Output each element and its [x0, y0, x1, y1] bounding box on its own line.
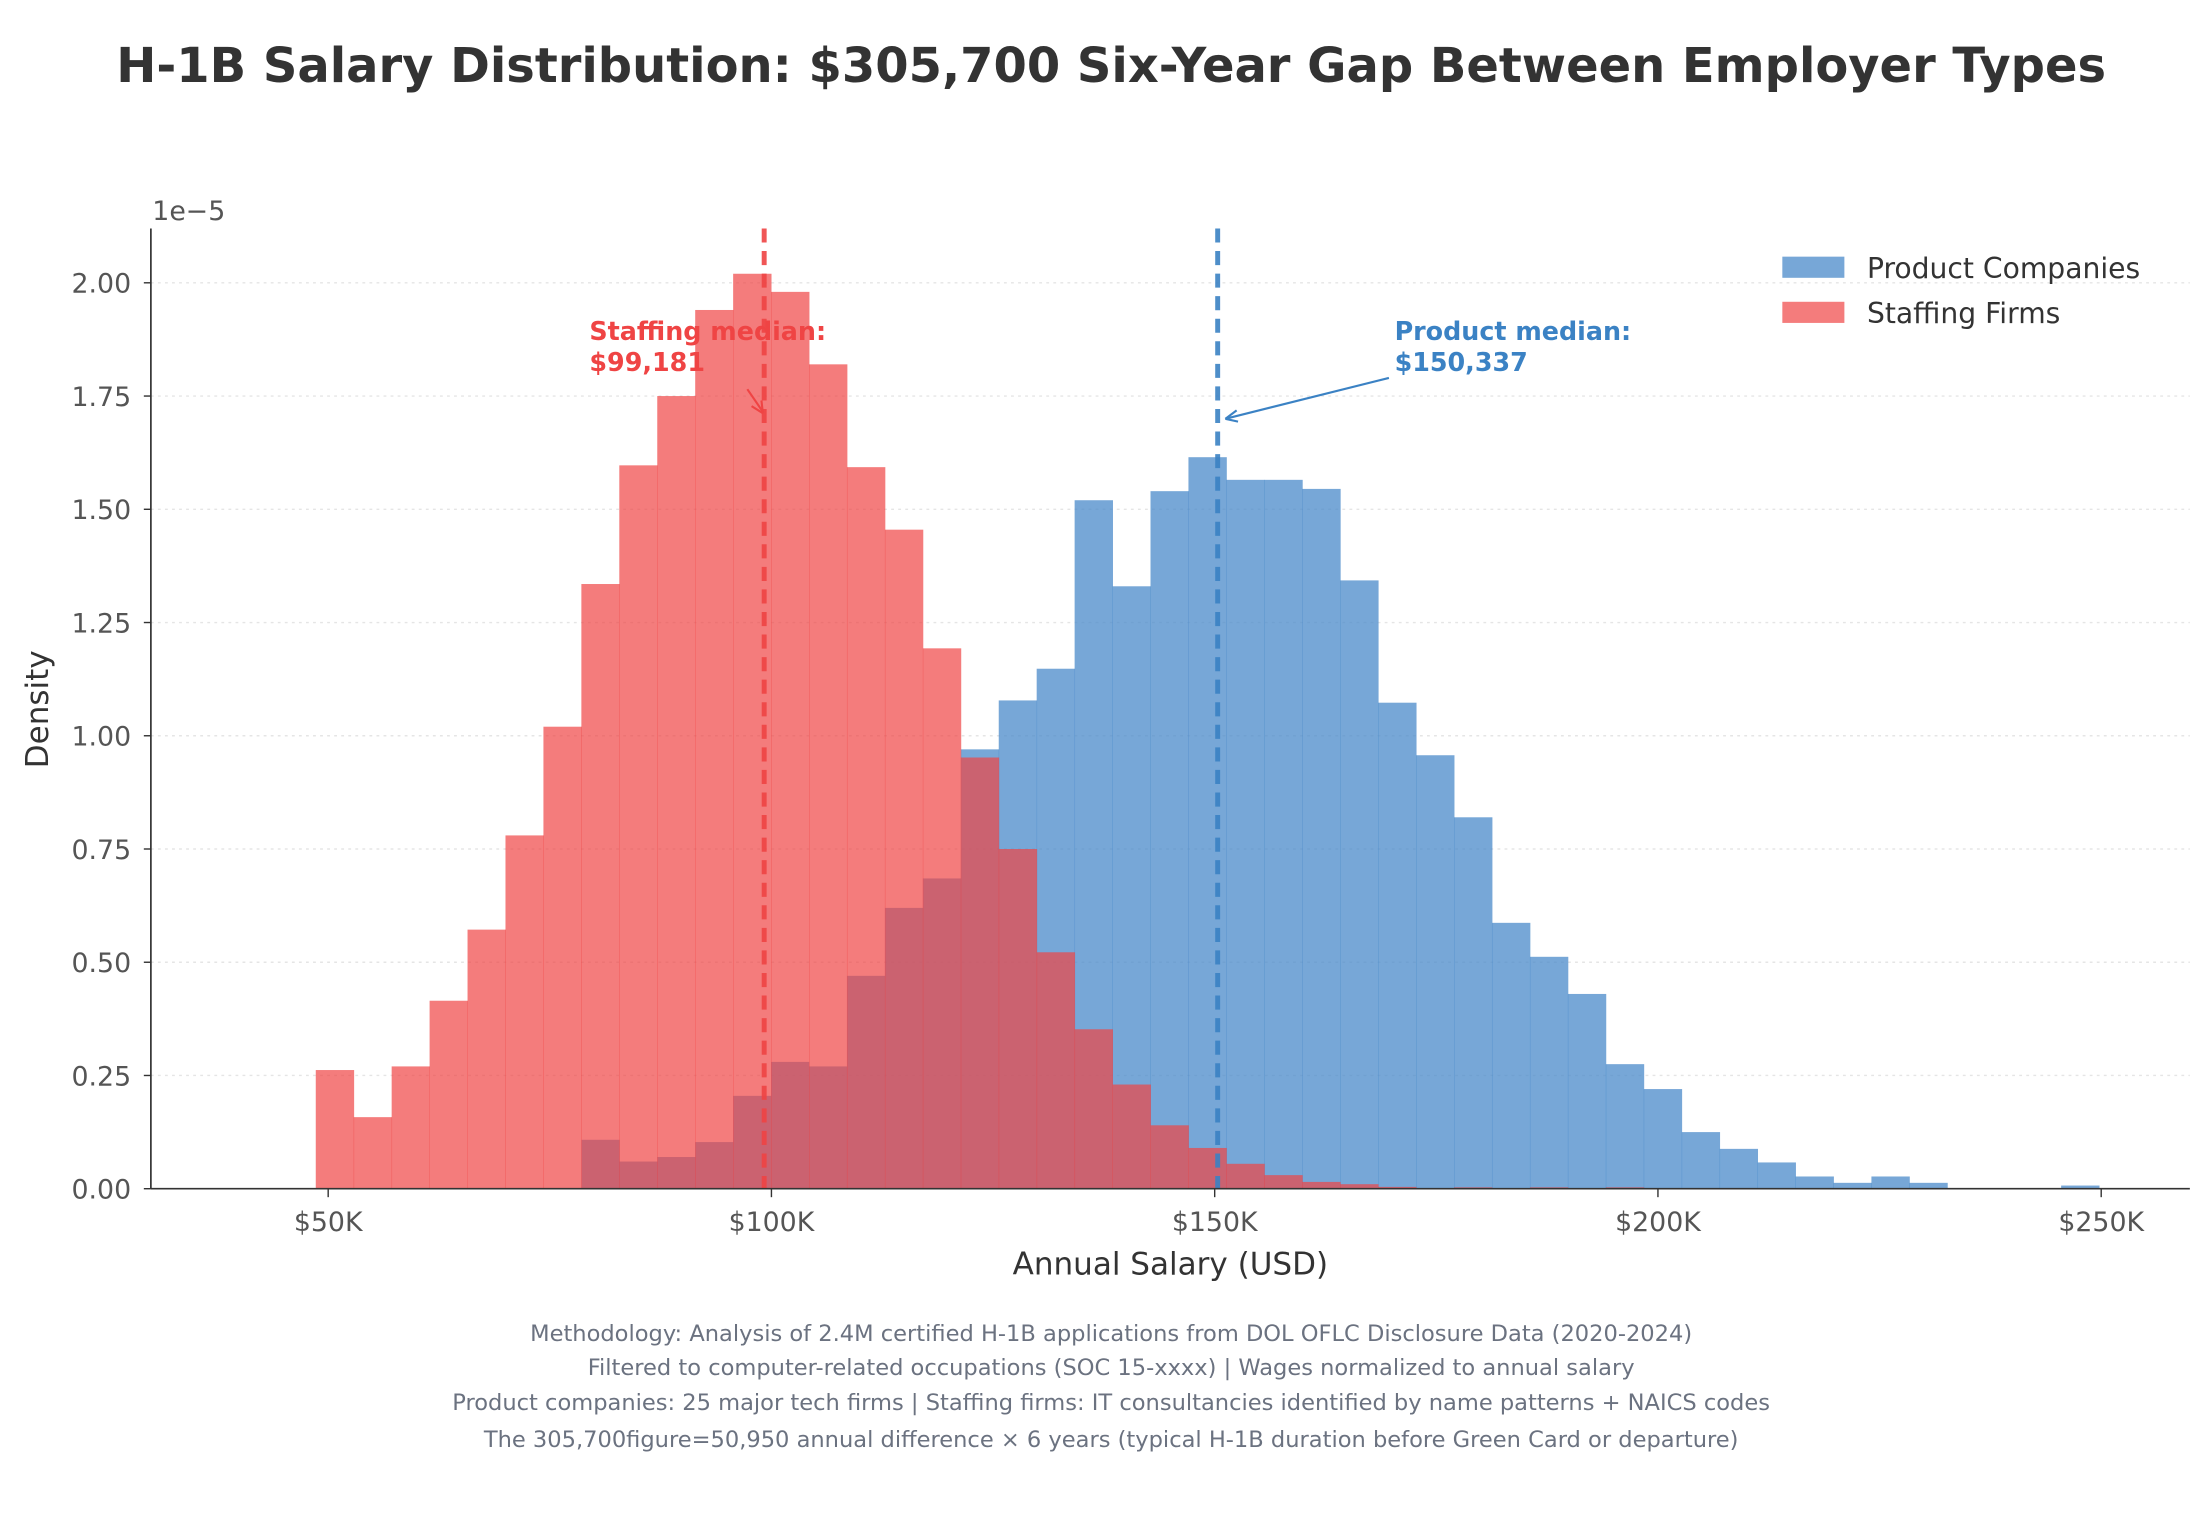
x-tick-label: $50K [294, 1207, 364, 1238]
median-lines [761, 228, 1221, 1189]
staffing-bar [391, 1066, 431, 1189]
staffing-bars [315, 273, 1645, 1189]
product-bar [1302, 488, 1341, 1189]
staffing-bar [1150, 1125, 1189, 1189]
y-tick-label: 2.00 [71, 269, 131, 300]
footnote-3: Product companies: 25 major tech firms |… [452, 1390, 1770, 1416]
x-tick-label: $200K [1615, 1207, 1702, 1238]
y-tick-label: 1.75 [71, 382, 131, 413]
y-tick-label: 1.25 [71, 608, 131, 639]
footnote-1: Methodology: Analysis of 2.4M certified … [530, 1321, 1692, 1347]
staffing-arrow-head [751, 400, 764, 415]
chart-title: H-1B Salary Distribution: $305,700 Six-Y… [116, 39, 2106, 94]
product-bar [1264, 479, 1303, 1189]
product-bar [1681, 1132, 1721, 1189]
x-tick-label: $100K [729, 1207, 816, 1238]
product-bar [1757, 1162, 1796, 1189]
staffing-bar [884, 529, 924, 1189]
staffing-bar [1378, 1186, 1417, 1189]
staffing-bar [315, 1070, 355, 1189]
legend-swatch-product [1782, 256, 1845, 278]
legend: Product Companies Staffing Firms [1782, 252, 2140, 330]
axes [150, 228, 2190, 1190]
staffing-bar [1188, 1147, 1227, 1189]
staffing-bar [657, 396, 696, 1189]
staffing-bar [1340, 1184, 1379, 1189]
product-bar [1871, 1176, 1910, 1189]
staffing-median-value: $99,181 [589, 347, 705, 377]
staffing-bar [695, 309, 734, 1189]
product-bar [1226, 479, 1265, 1189]
staffing-bar [505, 835, 544, 1189]
product-bar [1605, 1064, 1645, 1189]
y-tick-label: 0.50 [71, 948, 131, 979]
staffing-bar [467, 929, 506, 1189]
product-bar [2061, 1185, 2100, 1189]
staffing-bar [960, 757, 1000, 1189]
y-tick-label: 1.50 [71, 495, 131, 526]
staffing-bar [1036, 952, 1076, 1189]
product-bar [1909, 1182, 1948, 1189]
product-median-label: Product median: [1395, 316, 1632, 346]
staffing-bar [1264, 1175, 1303, 1189]
staffing-median-arrow [746, 388, 764, 413]
staffing-bar [1112, 1084, 1151, 1189]
staffing-bar [771, 291, 810, 1189]
y-tick-label: 0.25 [71, 1061, 131, 1092]
median-annotations: Staffing median: $99,181 Product median:… [589, 316, 1632, 423]
product-median-value: $150,337 [1395, 347, 1528, 377]
product-bar [1378, 702, 1417, 1189]
staffing-bar [1074, 1029, 1113, 1189]
product-bar [1340, 580, 1379, 1189]
staffing-bar [1302, 1181, 1341, 1189]
product-bar [1529, 956, 1569, 1189]
staffing-bar [922, 648, 962, 1189]
x-tick-label: $150K [1172, 1207, 1259, 1238]
product-arrow-head [1224, 409, 1239, 423]
staffing-bar [1226, 1163, 1265, 1189]
staffing-bar [809, 364, 848, 1189]
x-ticks: $50K $100K $150K $200K $250K [294, 1188, 2145, 1238]
staffing-bar [581, 584, 620, 1189]
legend-label-product: Product Companies [1867, 252, 2140, 285]
legend-swatch-staffing [1782, 301, 1845, 323]
footnote-2: Filtered to computer-related occupations… [588, 1355, 1635, 1381]
footnote-4: The 305,700figure=50,950 annual differen… [483, 1427, 1739, 1453]
product-bar [1188, 457, 1227, 1189]
x-tick-label: $250K [2058, 1207, 2145, 1238]
product-bar [1416, 755, 1455, 1189]
product-median-arrow [1225, 376, 1390, 420]
legend-label-staffing: Staffing Firms [1867, 297, 2060, 330]
staffing-median-label: Staffing median: [589, 316, 826, 346]
y-tick-label: 0.75 [71, 835, 131, 866]
staffing-bar [543, 726, 582, 1189]
y-ticks: 0.00 0.25 0.50 0.75 1.00 1.25 1.50 1.75 2.00 [71, 269, 151, 1206]
staffing-bar [353, 1117, 393, 1189]
product-bar [1833, 1182, 1872, 1189]
y-tick-label: 0.00 [71, 1175, 131, 1206]
y-tick-label: 1.00 [71, 722, 131, 753]
staffing-bar [998, 848, 1038, 1189]
x-axis-label: Annual Salary (USD) [1013, 1247, 1328, 1283]
product-bar [1491, 922, 1531, 1189]
staffing-bar [619, 465, 658, 1189]
staffing-bar [846, 467, 886, 1189]
product-bar [1150, 491, 1189, 1189]
product-bar [1454, 817, 1493, 1189]
y-axis-label: Density [20, 650, 56, 768]
y-offset-label: 1e−5 [152, 196, 225, 227]
product-bar [1795, 1176, 1834, 1189]
product-bar [1719, 1148, 1759, 1189]
staffing-bar [429, 1000, 468, 1189]
product-bar [1567, 993, 1607, 1189]
product-bar [1643, 1089, 1683, 1189]
footnotes: Methodology: Analysis of 2.4M certified … [452, 1321, 1770, 1453]
